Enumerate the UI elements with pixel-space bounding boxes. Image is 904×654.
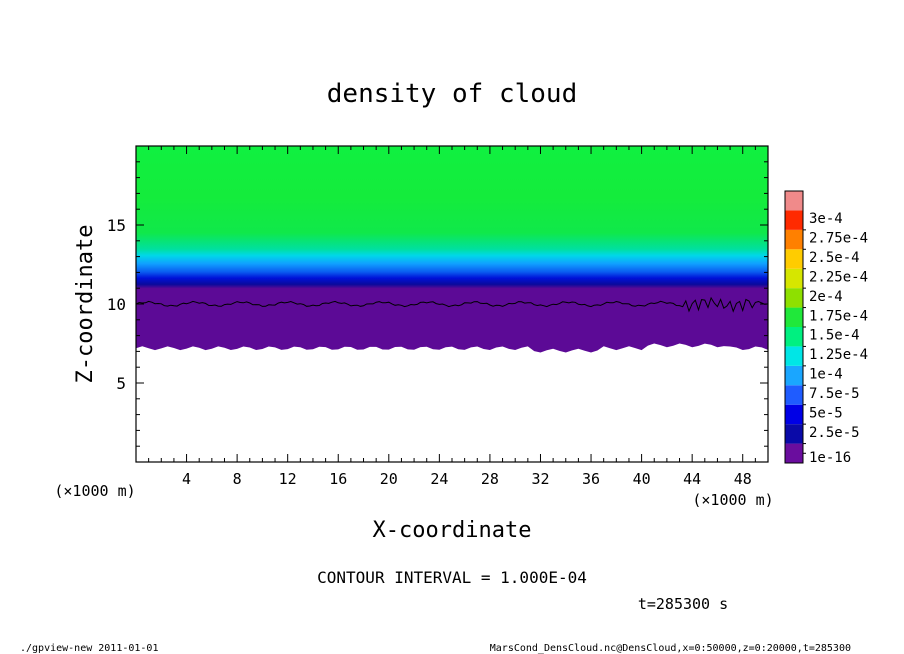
colorbar-label: 2.5e-5: [809, 425, 860, 441]
colorbar-swatch: [785, 443, 803, 463]
colorbar-swatch: [785, 191, 803, 211]
colorbar-swatch: [785, 249, 803, 269]
colorbar-swatch: [785, 385, 803, 405]
x-unit-right: (×1000 m): [692, 491, 773, 509]
x-tick-label: 32: [531, 470, 549, 488]
colorbar-label: 3e-4: [809, 211, 843, 227]
colorbar-swatch: [785, 346, 803, 366]
y-tick-label: 10: [107, 295, 126, 314]
colorbar-label: 2.25e-4: [809, 269, 868, 285]
x-tick-label: 12: [279, 470, 297, 488]
colorbar-swatch: [785, 210, 803, 230]
chart-title: density of cloud: [327, 79, 577, 109]
colorbar-label: 1.5e-4: [809, 328, 860, 344]
colorbar-swatch: [785, 307, 803, 327]
x-tick-label: 48: [734, 470, 752, 488]
y-axis-label: Z-coordinate: [73, 225, 98, 384]
colorbar-label: 2.5e-4: [809, 250, 860, 266]
colorbar-label: 2e-4: [809, 289, 843, 305]
colorbar-swatch: [785, 365, 803, 386]
colorbar-swatch: [785, 424, 803, 444]
colorbar-label: 1e-16: [809, 450, 851, 466]
colorbar-swatch: [785, 288, 803, 308]
x-tick-label: 8: [233, 470, 242, 488]
colorbar-label: 1.75e-4: [809, 308, 868, 324]
x-tick-label: 24: [430, 470, 448, 488]
colorbar-swatch: [785, 229, 803, 250]
x-axis-ticks: 4 8 12 16 20 24 28 32 36 40 44 48: [148, 146, 756, 488]
cloud-density-field: [136, 146, 768, 353]
colorbar-label: 1.25e-4: [809, 347, 868, 363]
contour-interval-label: CONTOUR INTERVAL = 1.000E-04: [317, 568, 587, 587]
y-tick-label: 15: [107, 216, 126, 235]
x-axis-label: X-coordinate: [373, 518, 532, 543]
footer-right: MarsCond_DensCloud.nc@DensCloud,x=0:5000…: [490, 643, 851, 654]
x-tick-label: 16: [329, 470, 347, 488]
footer-left: ./gpview-new 2011-01-01: [20, 643, 158, 654]
colorbar: 1e-16 2.5e-5 5e-5 7.5e-5 1e-4 1.25e-4 1.5e-4 1.…: [784, 190, 868, 466]
x-tick-label: 44: [683, 470, 701, 488]
y-axis-ticks: 5 10 15: [107, 161, 768, 447]
colorbar-label: 2.75e-4: [809, 231, 868, 247]
y-tick-label: 5: [116, 374, 126, 393]
colorbar-swatch: [785, 268, 803, 289]
colorbar-swatch: [785, 404, 803, 425]
colorbar-label: 1e-4: [809, 367, 843, 383]
time-label: t=285300 s: [638, 595, 728, 613]
x-tick-label: 20: [380, 470, 398, 488]
x-tick-label: 40: [633, 470, 651, 488]
colorbar-label: 5e-5: [809, 405, 843, 421]
x-tick-label: 36: [582, 470, 600, 488]
x-tick-label: 28: [481, 470, 499, 488]
x-unit-left: (×1000 m): [54, 482, 135, 500]
colorbar-label: 7.5e-5: [809, 386, 860, 402]
colorbar-swatch: [785, 327, 803, 347]
x-tick-label: 4: [182, 470, 191, 488]
contour-line-1e-4: [136, 296, 768, 313]
